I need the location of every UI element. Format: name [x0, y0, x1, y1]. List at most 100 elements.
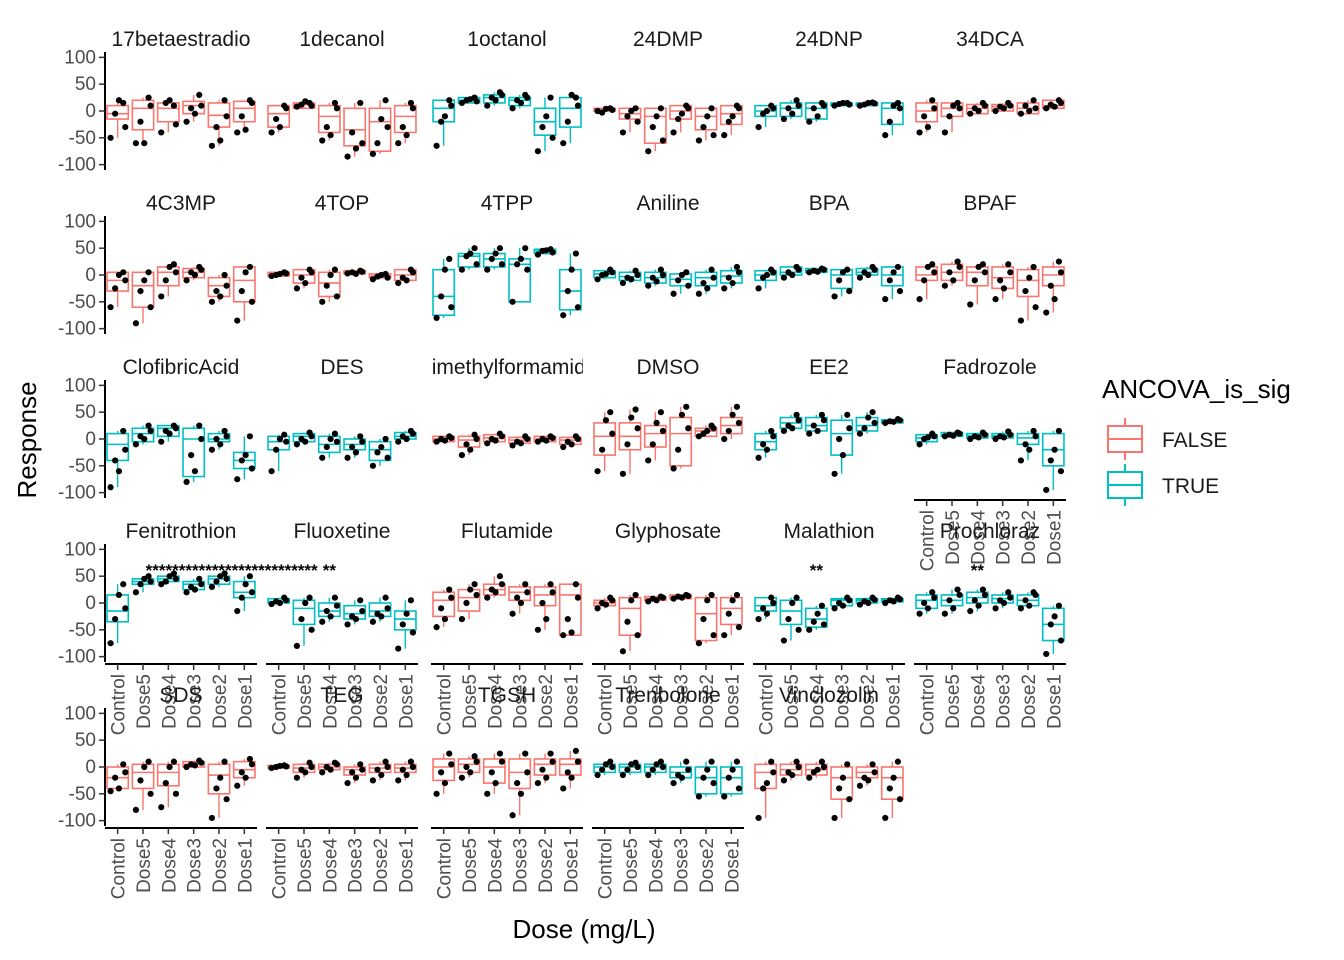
- data-point: [183, 277, 190, 284]
- data-point: [433, 438, 440, 445]
- data-point: [1032, 105, 1039, 112]
- data-point: [865, 414, 872, 421]
- data-point: [574, 435, 582, 443]
- data-point: [112, 774, 119, 781]
- data-point: [198, 266, 205, 273]
- data-point: [789, 425, 796, 432]
- data-point: [302, 279, 309, 287]
- data-point: [115, 591, 123, 599]
- data-point: [498, 261, 506, 268]
- data-point: [645, 771, 652, 779]
- data-point: [463, 763, 470, 771]
- data-point: [467, 250, 474, 257]
- facet-panel: 24DMP: [593, 28, 743, 155]
- data-point: [162, 779, 169, 787]
- data-point: [770, 769, 777, 776]
- y-tick-label: -100: [58, 483, 96, 504]
- data-point: [1017, 457, 1025, 464]
- data-point: [967, 435, 974, 443]
- data-point: [602, 270, 610, 278]
- data-point: [308, 102, 315, 109]
- data-point: [967, 110, 974, 117]
- data-point: [810, 422, 817, 429]
- data-point: [941, 129, 949, 136]
- data-point: [649, 766, 656, 773]
- data-point: [653, 278, 660, 285]
- y-tick-label: 0: [85, 265, 96, 286]
- data-point: [818, 602, 826, 609]
- data-point: [755, 615, 762, 623]
- data-point: [273, 115, 280, 123]
- data-point: [344, 621, 351, 628]
- data-point: [369, 618, 377, 625]
- data-point: [122, 446, 129, 453]
- data-point: [448, 434, 455, 442]
- data-point: [721, 793, 728, 800]
- data-point: [543, 113, 550, 120]
- data-point: [653, 113, 660, 120]
- data-point: [568, 774, 575, 781]
- data-point: [729, 113, 736, 120]
- data-point: [352, 145, 360, 152]
- data-point: [438, 293, 445, 300]
- data-point: [685, 105, 692, 112]
- data-point: [814, 113, 821, 120]
- data-point: [814, 610, 821, 617]
- data-point: [710, 274, 717, 281]
- data-point: [568, 629, 575, 636]
- data-point: [382, 594, 389, 601]
- data-point: [276, 270, 284, 278]
- data-point: [458, 451, 466, 459]
- data-point: [594, 605, 601, 612]
- data-point: [1026, 274, 1033, 281]
- data-point: [981, 102, 989, 109]
- data-point: [806, 626, 813, 633]
- data-point: [496, 750, 504, 757]
- data-point: [448, 594, 455, 601]
- data-point: [921, 277, 928, 284]
- data-point: [198, 759, 205, 766]
- x-tick-label: Dose5: [295, 838, 316, 893]
- data-point: [975, 434, 982, 441]
- data-point: [890, 774, 897, 781]
- data-point: [191, 271, 199, 279]
- data-point: [268, 600, 275, 608]
- x-tick-label: Control: [270, 838, 291, 899]
- facet-panel: TGSH Control Dose5 Dose4 Dose3 Dose2 Dose1: [431, 684, 583, 899]
- data-point: [166, 573, 173, 580]
- x-tick-label: Dose1: [396, 674, 417, 729]
- x-tick-label: Dose5: [943, 674, 964, 729]
- data-point: [564, 118, 571, 125]
- data-point: [183, 589, 190, 596]
- data-point: [198, 581, 205, 588]
- data-point: [403, 435, 410, 443]
- data-point: [517, 99, 525, 107]
- x-tick-label: Control: [918, 510, 939, 571]
- data-point: [619, 648, 627, 655]
- data-point: [158, 581, 165, 588]
- data-point: [1030, 427, 1037, 435]
- data-point: [760, 785, 767, 792]
- data-point: [369, 150, 377, 158]
- x-tick-label: Dose3: [672, 838, 693, 893]
- data-point: [242, 451, 249, 459]
- y-tick-label: 100: [64, 211, 96, 232]
- data-point: [107, 788, 114, 795]
- x-tick-label: Dose3: [346, 838, 367, 893]
- data-point: [359, 766, 366, 773]
- data-point: [369, 777, 377, 784]
- data-point: [147, 578, 154, 585]
- data-point: [1017, 317, 1025, 324]
- data-point: [710, 425, 717, 432]
- data-point: [1030, 263, 1037, 271]
- data-point: [729, 279, 736, 287]
- data-point: [609, 597, 616, 604]
- data-point: [844, 411, 851, 418]
- data-point: [721, 285, 728, 292]
- data-point: [704, 113, 711, 120]
- data-point: [894, 263, 902, 271]
- data-point: [446, 255, 453, 263]
- data-point: [234, 317, 241, 324]
- data-point: [378, 613, 385, 620]
- data-point: [931, 105, 938, 112]
